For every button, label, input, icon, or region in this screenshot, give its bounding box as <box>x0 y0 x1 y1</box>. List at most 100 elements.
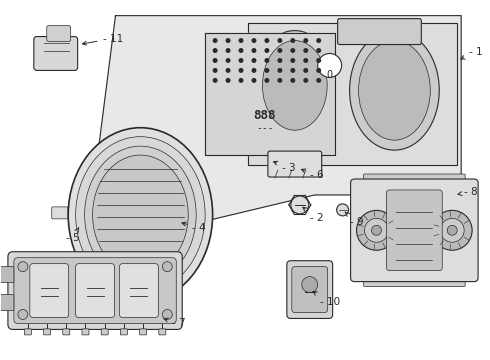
Text: - 7: - 7 <box>164 318 186 328</box>
Text: 888: 888 <box>254 109 276 122</box>
Circle shape <box>303 48 308 53</box>
Circle shape <box>239 68 244 73</box>
FancyBboxPatch shape <box>0 294 14 310</box>
Circle shape <box>290 48 295 53</box>
FancyBboxPatch shape <box>30 264 69 318</box>
Ellipse shape <box>255 31 335 140</box>
Circle shape <box>316 78 321 83</box>
Circle shape <box>277 48 282 53</box>
FancyBboxPatch shape <box>159 329 166 335</box>
Circle shape <box>239 48 244 53</box>
Circle shape <box>316 68 321 73</box>
Circle shape <box>316 38 321 43</box>
Text: - 9: - 9 <box>345 212 363 227</box>
Circle shape <box>277 38 282 43</box>
FancyBboxPatch shape <box>120 264 158 318</box>
Circle shape <box>371 225 382 235</box>
FancyBboxPatch shape <box>14 258 176 323</box>
Circle shape <box>239 78 244 83</box>
FancyBboxPatch shape <box>75 264 115 318</box>
Circle shape <box>303 78 308 83</box>
FancyBboxPatch shape <box>8 252 182 329</box>
Circle shape <box>251 48 256 53</box>
FancyBboxPatch shape <box>364 275 465 287</box>
Circle shape <box>225 48 231 53</box>
FancyBboxPatch shape <box>82 329 89 335</box>
Text: - 1: - 1 <box>461 48 483 59</box>
Circle shape <box>290 38 295 43</box>
Text: - 8: - 8 <box>458 187 478 197</box>
Text: - 2: - 2 <box>303 207 323 223</box>
Circle shape <box>303 68 308 73</box>
Circle shape <box>365 219 389 242</box>
Circle shape <box>251 78 256 83</box>
Circle shape <box>251 58 256 63</box>
FancyBboxPatch shape <box>121 329 127 335</box>
FancyBboxPatch shape <box>338 19 421 45</box>
Circle shape <box>265 58 270 63</box>
FancyBboxPatch shape <box>350 179 478 282</box>
Text: - 6: - 6 <box>301 169 323 180</box>
Polygon shape <box>205 32 335 155</box>
Circle shape <box>18 310 28 319</box>
FancyBboxPatch shape <box>34 37 77 71</box>
Ellipse shape <box>349 31 439 150</box>
Circle shape <box>290 68 295 73</box>
Circle shape <box>432 210 472 250</box>
FancyBboxPatch shape <box>44 329 50 335</box>
FancyBboxPatch shape <box>63 329 70 335</box>
Circle shape <box>303 58 308 63</box>
FancyBboxPatch shape <box>268 151 322 177</box>
Circle shape <box>239 38 244 43</box>
Circle shape <box>213 38 218 43</box>
Circle shape <box>265 38 270 43</box>
Circle shape <box>162 310 172 319</box>
Text: - 10: - 10 <box>313 292 340 306</box>
Circle shape <box>290 58 295 63</box>
FancyBboxPatch shape <box>101 329 108 335</box>
Circle shape <box>303 38 308 43</box>
Circle shape <box>277 68 282 73</box>
Text: 0: 0 <box>327 71 333 80</box>
Circle shape <box>265 48 270 53</box>
Circle shape <box>225 58 231 63</box>
Circle shape <box>18 262 28 272</box>
Ellipse shape <box>93 155 188 275</box>
Circle shape <box>213 78 218 83</box>
Ellipse shape <box>68 128 213 302</box>
Circle shape <box>225 38 231 43</box>
FancyBboxPatch shape <box>140 329 147 335</box>
Text: ---: --- <box>256 123 274 133</box>
Ellipse shape <box>75 137 205 293</box>
Text: - 3: - 3 <box>273 161 295 173</box>
Circle shape <box>302 276 318 293</box>
Circle shape <box>251 68 256 73</box>
Circle shape <box>162 262 172 272</box>
FancyBboxPatch shape <box>292 267 328 312</box>
Circle shape <box>225 68 231 73</box>
Circle shape <box>265 78 270 83</box>
Circle shape <box>316 48 321 53</box>
Ellipse shape <box>85 146 196 284</box>
Ellipse shape <box>359 41 430 140</box>
Circle shape <box>213 48 218 53</box>
Ellipse shape <box>263 41 327 130</box>
Circle shape <box>277 78 282 83</box>
Polygon shape <box>86 15 461 250</box>
FancyBboxPatch shape <box>387 190 442 271</box>
FancyBboxPatch shape <box>24 329 31 335</box>
Circle shape <box>318 54 342 77</box>
FancyBboxPatch shape <box>0 267 14 283</box>
Circle shape <box>291 196 309 214</box>
Circle shape <box>316 58 321 63</box>
Circle shape <box>290 78 295 83</box>
Circle shape <box>251 38 256 43</box>
Text: - 4: - 4 <box>182 222 206 233</box>
Text: - 11: - 11 <box>82 33 123 45</box>
Circle shape <box>447 225 457 235</box>
Circle shape <box>239 58 244 63</box>
Circle shape <box>357 210 396 250</box>
Polygon shape <box>248 23 457 165</box>
Circle shape <box>225 78 231 83</box>
Circle shape <box>265 68 270 73</box>
